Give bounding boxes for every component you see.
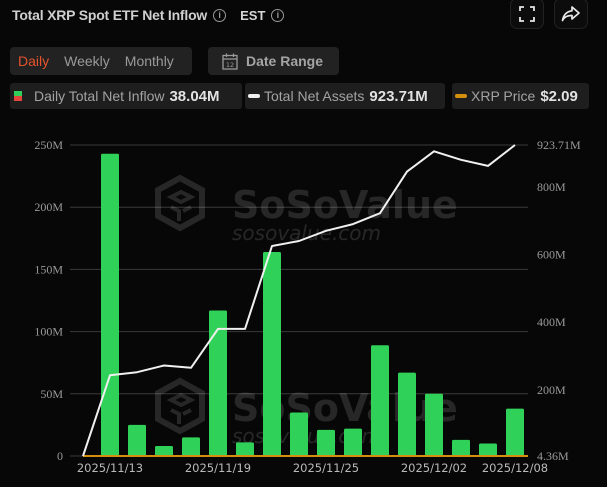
chart-title: Total XRP Spot ETF Net Inflow (12, 7, 208, 23)
svg-text:2025/11/19: 2025/11/19 (185, 461, 251, 475)
svg-text:800M: 800M (537, 180, 566, 194)
legend-inflow-value: 38.04M (169, 87, 220, 105)
svg-text:2025/12/02: 2025/12/02 (401, 461, 467, 475)
period-weekly[interactable]: Weekly (64, 53, 110, 69)
date-range-button[interactable]: 12 Date Range (208, 47, 339, 75)
svg-text:150M: 150M (34, 262, 63, 276)
svg-text:0: 0 (57, 449, 63, 463)
svg-text:50M: 50M (40, 387, 63, 401)
watermark: SoSoValue sosovalue.com SoSoValue sosova… (155, 174, 458, 448)
svg-text:100M: 100M (34, 325, 63, 339)
fullscreen-button[interactable] (510, 0, 544, 29)
legend-price-label: XRP Price (471, 88, 536, 104)
svg-text:2025/12/08: 2025/12/08 (482, 461, 548, 475)
assets-swatch-icon (248, 94, 260, 98)
inflow-bars (101, 153, 524, 456)
legend-assets-value: 923.71M (369, 87, 428, 105)
svg-text:200M: 200M (537, 383, 566, 397)
legend-inflow[interactable]: Daily Total Net Inflow 38.04M (10, 83, 242, 109)
period-selector: Daily Weekly Monthly (10, 47, 192, 75)
left-axis-labels: 0 50M 100M 150M 200M 250M (34, 138, 63, 463)
net-assets-line (82, 144, 516, 457)
svg-text:4.36M: 4.36M (537, 449, 569, 463)
svg-text:200M: 200M (34, 200, 63, 214)
legend-price-value: $2.09 (540, 87, 578, 105)
info-icon[interactable]: i (213, 8, 227, 22)
chart-header: Total XRP Spot ETF Net Inflow i EST i (12, 4, 285, 26)
legend-assets-label: Total Net Assets (264, 88, 365, 104)
legend-inflow-label: Daily Total Net Inflow (34, 88, 165, 104)
share-button[interactable] (554, 0, 588, 29)
inflow-swatch-icon (14, 91, 22, 101)
date-range-label: Date Range (246, 53, 324, 69)
svg-text:2025/11/13: 2025/11/13 (77, 461, 143, 475)
period-monthly[interactable]: Monthly (124, 53, 174, 69)
price-swatch-icon (455, 94, 467, 98)
svg-text:SoSoValue: SoSoValue (232, 183, 458, 227)
svg-text:923.71M: 923.71M (537, 138, 581, 152)
svg-text:sosovalue.com: sosovalue.com (232, 424, 381, 448)
share-icon (561, 5, 580, 21)
x-axis-labels: 2025/11/13 2025/11/19 2025/11/25 2025/12/02… (77, 461, 548, 475)
legend-assets[interactable]: Total Net Assets 923.71M (245, 83, 445, 109)
svg-text:12: 12 (226, 61, 234, 69)
period-daily[interactable]: Daily (18, 53, 50, 69)
timezone-info-icon[interactable]: i (271, 8, 285, 22)
svg-text:600M: 600M (537, 248, 566, 262)
svg-text:400M: 400M (537, 315, 566, 329)
svg-text:250M: 250M (34, 138, 63, 152)
timezone-label: EST (240, 7, 266, 23)
svg-text:sosovalue.com: sosovalue.com (232, 221, 381, 245)
legend-price[interactable]: XRP Price $2.09 (452, 83, 589, 109)
grid-lines (70, 144, 528, 457)
svg-text:SoSoValue: SoSoValue (232, 386, 458, 430)
calendar-icon: 12 (222, 53, 238, 70)
fullscreen-icon (519, 5, 535, 22)
right-axis-labels: 4.36M 200M 400M 600M 800M 923.71M (537, 138, 581, 463)
svg-text:2025/11/25: 2025/11/25 (293, 461, 359, 475)
